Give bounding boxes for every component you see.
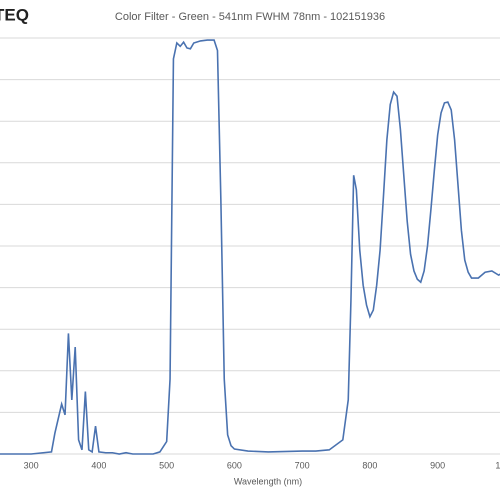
x-tick-label: 1000 — [495, 460, 500, 470]
x-tick-label: 900 — [430, 460, 445, 470]
x-axis-title: Wavelength (nm) — [234, 476, 302, 486]
x-tick-label: 600 — [227, 460, 242, 470]
data-line — [0, 39, 500, 455]
logo: TEQ — [0, 5, 29, 24]
x-tick-label: 800 — [362, 460, 377, 470]
x-tick-label: 500 — [159, 460, 174, 470]
x-tick-label: 700 — [295, 460, 310, 470]
x-tick-label: 400 — [91, 460, 106, 470]
x-tick-label: 300 — [24, 460, 39, 470]
chart-title: Color Filter - Green - 541nm FWHM 78nm -… — [115, 11, 385, 23]
